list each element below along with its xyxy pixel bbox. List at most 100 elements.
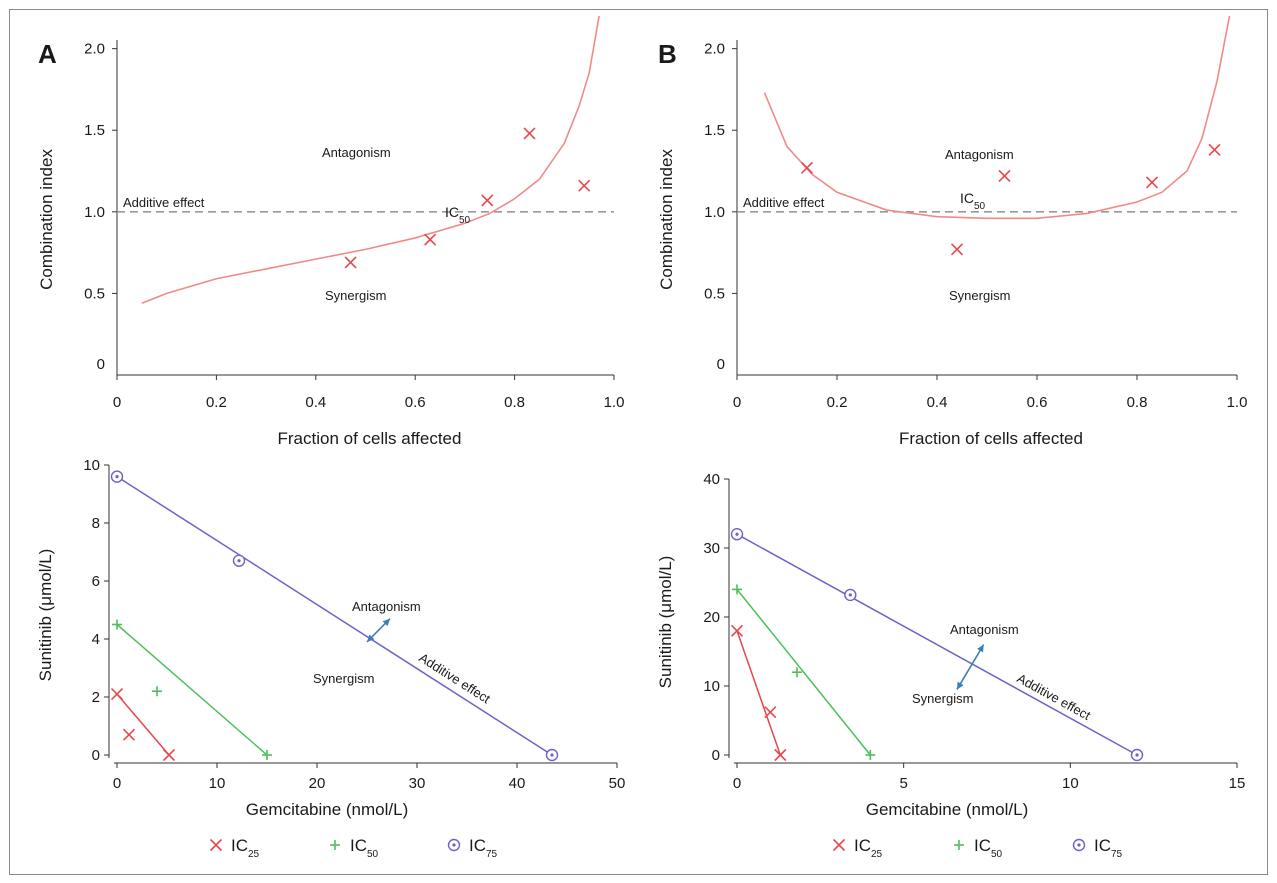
additive-effect-label: Additive effect xyxy=(743,195,825,210)
y-tick-label: 2 xyxy=(92,689,100,706)
point-ic25 xyxy=(122,728,136,741)
arrowhead-down xyxy=(957,681,964,690)
isobole-line-ic75 xyxy=(116,475,553,756)
point-ic75 xyxy=(232,554,246,567)
y-tick-label: 0.5 xyxy=(84,285,105,302)
y-tick-label: 4 xyxy=(92,631,100,648)
antagonism-label: Antagonism xyxy=(950,622,1019,637)
isobole-line-ic25 xyxy=(116,693,170,756)
y-axis-title: Sunitinib (μmol/L) xyxy=(36,549,55,682)
ci-point xyxy=(800,161,814,174)
ci-point xyxy=(424,233,437,246)
legend-label-ic50-sub: 50 xyxy=(367,849,379,860)
x-tick-label: 0 xyxy=(733,394,741,411)
point-ic25 xyxy=(764,706,777,719)
ic50-annotation-main: IC xyxy=(960,190,974,206)
point-ic75-dot xyxy=(115,475,119,479)
y-tick-label: 2.0 xyxy=(704,41,725,58)
point-ic25 xyxy=(730,624,744,637)
legend-marker-ic25-stroke-b xyxy=(209,838,223,852)
legend-label-ic50-main: IC xyxy=(974,836,991,855)
isobologram-a: 0 10 20 30 40 50 0 2 4 6 8 10 Gemcitabine (nmol/L) Su… xyxy=(36,457,625,819)
y-tick-label: 10 xyxy=(703,678,720,695)
legend-marker-ic25 xyxy=(832,838,846,852)
legend-label-ic25: IC25 xyxy=(231,836,260,860)
x-tick-label: 1.0 xyxy=(1227,394,1248,411)
legend-label-ic75: IC75 xyxy=(1094,836,1123,860)
legend-label-ic50: IC50 xyxy=(974,836,1003,860)
ic50-annotation: IC50 xyxy=(445,204,471,226)
antagonism-label: Antagonism xyxy=(352,599,421,614)
y-tick-label: 8 xyxy=(92,515,100,532)
point-ic25-stroke-b xyxy=(730,624,744,637)
legend-marker-ic75-dot xyxy=(1077,843,1081,847)
synergism-label: Synergism xyxy=(912,691,973,706)
point-ic75-dot xyxy=(735,532,739,536)
x-tick-label: 5 xyxy=(899,775,907,792)
synergism-label: Synergism xyxy=(325,288,386,303)
x-tick-label: 0.6 xyxy=(1027,394,1048,411)
ci-point-stroke-b xyxy=(578,179,591,192)
y-tick-label: 20 xyxy=(703,609,720,626)
point-ic75 xyxy=(545,748,559,762)
x-tick-label: 10 xyxy=(1062,775,1079,792)
legend-label-ic50-sub: 50 xyxy=(991,849,1003,860)
y-tick-label: 1.5 xyxy=(84,122,105,139)
ci-point xyxy=(950,243,964,256)
y-tick-label: 40 xyxy=(703,471,720,488)
isobole-line-ic50 xyxy=(736,588,871,756)
legend-marker-ic50 xyxy=(954,840,964,850)
point-ic75-dot xyxy=(848,593,852,597)
x-tick-label: 10 xyxy=(209,775,226,792)
isobole-line-ic50 xyxy=(116,623,268,756)
ci-point-stroke-b xyxy=(481,194,494,207)
isobologram-b: 0 5 10 15 0 10 20 30 40 Gemcitabine (nmol/L) Sunit… xyxy=(656,471,1245,819)
ci-point xyxy=(1145,176,1159,189)
antagonism-label: Antagonism xyxy=(945,147,1014,162)
legend-label-ic75: IC75 xyxy=(469,836,498,860)
x-tick-label: 0 xyxy=(733,775,741,792)
x-tick-label: 20 xyxy=(309,775,326,792)
antagonism-label: Antagonism xyxy=(322,145,391,160)
legend-marker-ic75 xyxy=(447,838,461,852)
x-tick-label: 15 xyxy=(1229,775,1246,792)
x-tick-label: 0.2 xyxy=(206,394,227,411)
legend-label-ic50: IC50 xyxy=(350,836,379,860)
ci-point-stroke-b xyxy=(523,127,536,140)
legend-label-ic75-main: IC xyxy=(469,836,486,855)
point-ic25-stroke-b xyxy=(774,748,787,762)
legend-label-ic75-sub: 75 xyxy=(1111,849,1123,860)
point-ic75 xyxy=(730,528,744,541)
legend: IC25 IC50 IC75 xyxy=(832,836,1123,860)
y-tick-label: 2.0 xyxy=(84,41,105,58)
point-ic25-stroke-b xyxy=(122,728,136,741)
legend-label-ic25: IC25 xyxy=(854,836,883,860)
x-tick-label: 0 xyxy=(113,775,121,792)
ci-point-stroke-b xyxy=(424,233,437,246)
synergism-label: Synergism xyxy=(949,288,1010,303)
y-tick-label: 0 xyxy=(97,356,105,373)
legend-marker-ic25 xyxy=(209,838,223,852)
y-axis-title: Combination index xyxy=(37,149,56,290)
additive-effect-label: Additive effect xyxy=(1015,670,1094,723)
arrowhead-down xyxy=(367,634,375,642)
point-ic50 xyxy=(865,750,876,760)
point-ic75 xyxy=(1130,748,1144,762)
x-axis-title: Fraction of cells affected xyxy=(899,429,1083,448)
point-ic75 xyxy=(110,470,124,483)
ci-fit-curve xyxy=(763,15,1231,220)
arrowhead-up xyxy=(977,644,984,653)
y-axis-title: Sunitinib (μmol/L) xyxy=(656,556,675,689)
point-ic75-dot xyxy=(237,559,241,563)
ci-fit-curve xyxy=(141,15,600,304)
ic50-annotation: IC50 xyxy=(960,190,986,212)
point-ic25-stroke-b xyxy=(162,748,176,762)
x-tick-label: 0.2 xyxy=(827,394,848,411)
point-ic50 xyxy=(792,667,802,678)
synergism-label: Synergism xyxy=(313,671,374,686)
ci-point xyxy=(344,256,357,269)
ci-point-stroke-b xyxy=(800,161,814,174)
legend-marker-ic75-dot xyxy=(452,843,456,847)
x-tick-label: 50 xyxy=(609,775,626,792)
y-tick-label: 30 xyxy=(703,540,720,557)
